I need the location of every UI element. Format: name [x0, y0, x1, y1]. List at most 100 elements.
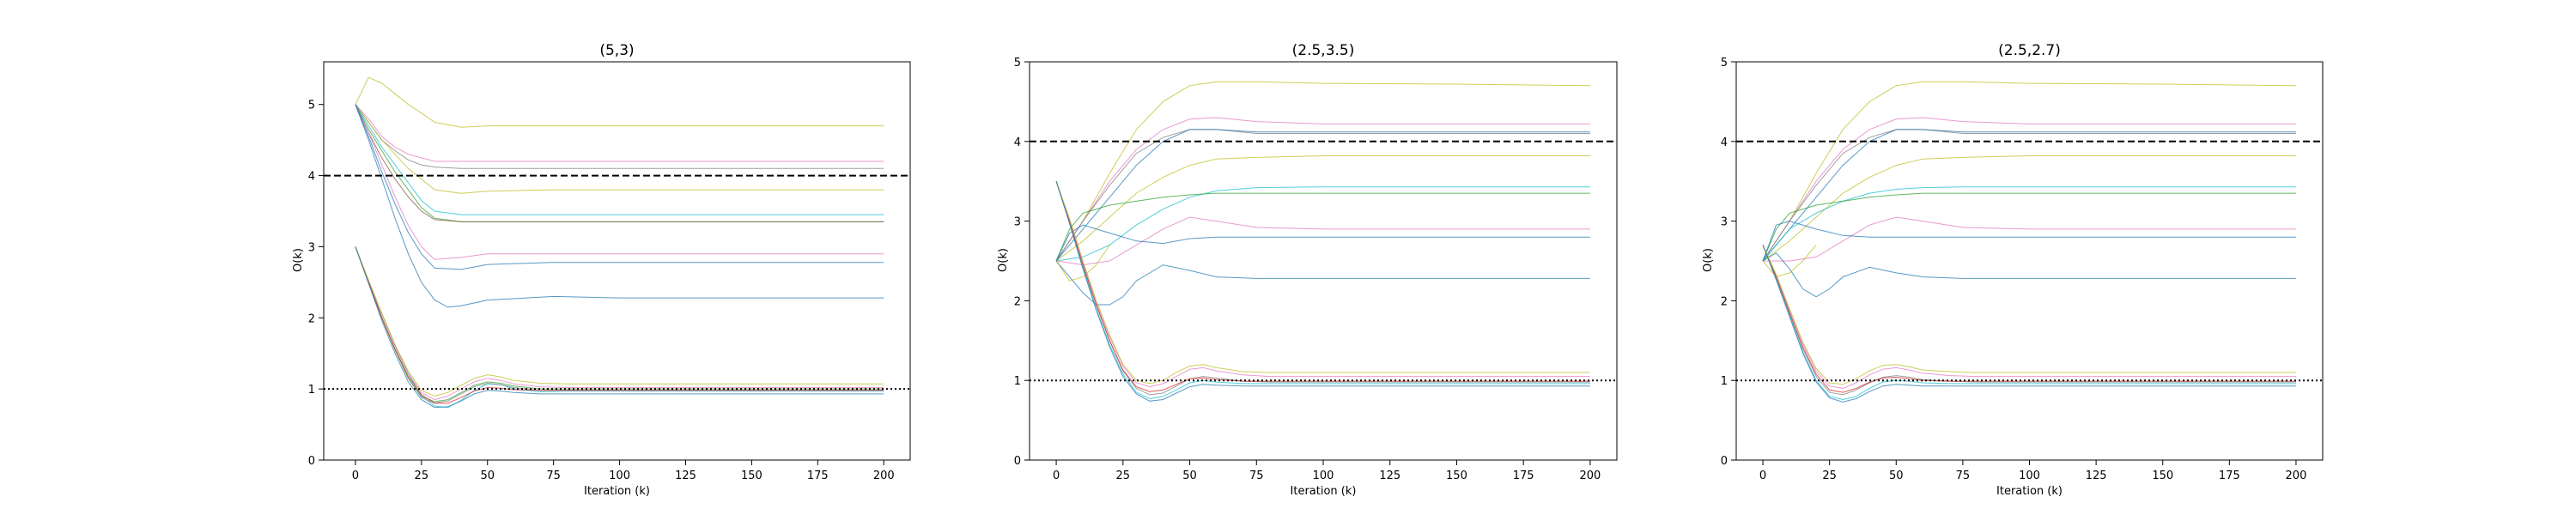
panel-2-y-tick-label: 3 [1014, 216, 1021, 229]
panel-1-series-line-1 [355, 76, 884, 128]
panel-3-x-tick-label: 50 [1889, 470, 1904, 482]
panel-2-x-tick-label: 175 [1513, 470, 1534, 482]
panel-2-ylabel: O(k) [997, 248, 1010, 272]
panel-3-plot-area: 0 25 50 75 100 125 150 175 200 0 1 2 3 4 5 [1721, 57, 2324, 482]
panel-2-series-line-15 [1055, 181, 1590, 388]
panel-2-series-line-10 [1055, 260, 1590, 306]
panel-1-series-line-2 [355, 104, 884, 162]
panel-3-series-line-7 [1762, 192, 2296, 262]
panel-2-y-tick-label: 0 [1014, 455, 1021, 468]
panel-3-series-line-14 [1762, 245, 2296, 393]
panel-3-x-tick-label: 125 [2086, 470, 2107, 482]
panel-2-x-tick-label: 200 [1579, 470, 1601, 482]
panel-2-xlabel: Iteration (k) [1291, 485, 1357, 498]
panel-3-x-tick-label: 25 [1822, 470, 1837, 482]
panel-3-ylabel: O(k) [1702, 248, 1715, 272]
panel-3-x-tick-label: 150 [2152, 470, 2173, 482]
panel-2-series-group [1055, 81, 1590, 402]
panel-3-y-tick-label: 0 [1721, 455, 1728, 468]
panel-3-x-tick-label: 100 [2019, 470, 2040, 482]
panel-1-ylabel: O(k) [292, 248, 305, 272]
panel-2-series-line-11 [1055, 245, 1110, 282]
panel-2-y-tick-label: 2 [1014, 295, 1021, 308]
panel-2-x-tick-label: 150 [1446, 470, 1467, 482]
panel-2-series-line-13 [1055, 181, 1590, 400]
panel-2-series-line-9 [1055, 224, 1590, 262]
panel-1-plot-area: 0 25 50 75 100 125 150 175 200 0 1 2 3 4 5 [308, 61, 911, 482]
panel-2-x-tick-label: 50 [1182, 470, 1197, 482]
panel-2-x-tick-label: 75 [1249, 470, 1264, 482]
panel-3-x-tick-label: 200 [2286, 470, 2307, 482]
panel-1-y-tick-label: 4 [308, 171, 315, 184]
panel-1-y-tick-label: 1 [308, 384, 315, 397]
panel-3-x-tick-label: 75 [1956, 470, 1971, 482]
panel-3-series-line-10 [1762, 252, 2296, 298]
panel-1-y-tick-label: 0 [308, 455, 315, 468]
panel-2: (2.5,3.5) Iteration (k) O(k) 0 25 50 75 100 1… [997, 42, 1618, 498]
panel-1-series-line-8 [355, 104, 884, 260]
panel-1-x-tick-label: 50 [480, 470, 495, 482]
panel-3-series-line-1 [1762, 81, 2297, 262]
panel-3-x-tick-label: 0 [1759, 470, 1766, 482]
panel-1-series-line-9 [355, 104, 884, 270]
panel-3-y-tick-label: 5 [1721, 57, 1728, 70]
panel-3-series-line-17 [1762, 245, 2296, 403]
panel-1-y-tick-label: 2 [308, 312, 315, 325]
panel-1-series-line-7 [355, 104, 884, 222]
panel-3-y-tick-label: 4 [1721, 136, 1728, 149]
panel-1-series-line-4 [355, 104, 884, 194]
panel-3-y-tick-label: 2 [1721, 295, 1728, 308]
panel-2-x-tick-label: 25 [1116, 470, 1131, 482]
panel-2-title: (2.5,3.5) [1292, 42, 1355, 59]
panel-3-series-line-2 [1762, 117, 2296, 262]
panel-2-x-tick-label: 0 [1053, 470, 1060, 482]
panel-3: (2.5,2.7) Iteration (k) O(k) 0 25 50 75 100 1… [1702, 42, 2324, 498]
panel-1-x-tick-label: 150 [741, 470, 762, 482]
panel-1-x-tick-label: 175 [807, 470, 829, 482]
panel-2-series-line-2 [1055, 117, 1590, 262]
panel-1-series-line-14 [355, 246, 884, 404]
panel-3-series-line-9 [1762, 221, 2296, 262]
panel-1-series-group [355, 76, 884, 409]
panel-3-series-group [1762, 81, 2297, 403]
panel-2-y-tick-label: 4 [1014, 136, 1021, 149]
panel-3-series-line-16 [1762, 245, 2296, 385]
panel-3-title: (2.5,2.7) [1998, 42, 2061, 59]
panel-3-y-tick-label: 1 [1721, 375, 1728, 388]
panel-2-series-line-1 [1055, 81, 1590, 262]
panel-1-x-tick-label: 0 [352, 470, 359, 482]
panel-2-x-tick-label: 100 [1313, 470, 1334, 482]
panel-1-x-tick-label: 100 [609, 470, 630, 482]
panel-1-series-line-5 [355, 104, 884, 215]
panel-1-series-line-17 [355, 246, 884, 409]
panel-3-series-line-11 [1762, 245, 1817, 278]
panel-1-series-line-15 [355, 246, 884, 401]
panel-1-x-tick-label: 200 [873, 470, 895, 482]
panel-1-y-tick-label: 3 [308, 241, 315, 254]
panel-1-title: (5,3) [599, 42, 634, 59]
panel-1-x-tick-label: 75 [546, 470, 561, 482]
panel-3-series-line-6 [1762, 186, 2296, 262]
panel-1-x-tick-label: 125 [675, 470, 696, 482]
panel-3-x-tick-label: 175 [2219, 470, 2240, 482]
panel-2-series-line-8 [1056, 216, 1590, 266]
panel-2-x-tick-label: 125 [1379, 470, 1400, 482]
panel-2-series-line-5 [1055, 155, 1590, 262]
panel-1: (5,3) Iteration (k) O(k) 0 25 50 75 100 125 15… [292, 42, 911, 498]
panel-2-series-line-6 [1056, 186, 1590, 262]
panel-2-series-line-17 [1055, 181, 1590, 402]
panel-2-series-line-7 [1055, 192, 1590, 262]
panel-1-series-line-10 [355, 104, 884, 308]
panel-2-series-line-16 [1055, 181, 1590, 385]
panel-2-plot-area: 0 25 50 75 100 125 150 175 200 0 1 2 3 4 5 [1014, 57, 1618, 482]
panel-2-y-tick-label: 1 [1014, 375, 1021, 388]
panel-1-x-tick-label: 25 [415, 470, 429, 482]
panel-1-axes-frame [323, 61, 911, 461]
panel-1-y-tick-label: 5 [308, 100, 315, 112]
panel-3-series-line-8 [1763, 216, 2296, 262]
panel-3-series-line-5 [1762, 155, 2296, 262]
panel-1-xlabel: Iteration (k) [584, 485, 650, 498]
panel-3-series-line-15 [1762, 245, 2296, 390]
